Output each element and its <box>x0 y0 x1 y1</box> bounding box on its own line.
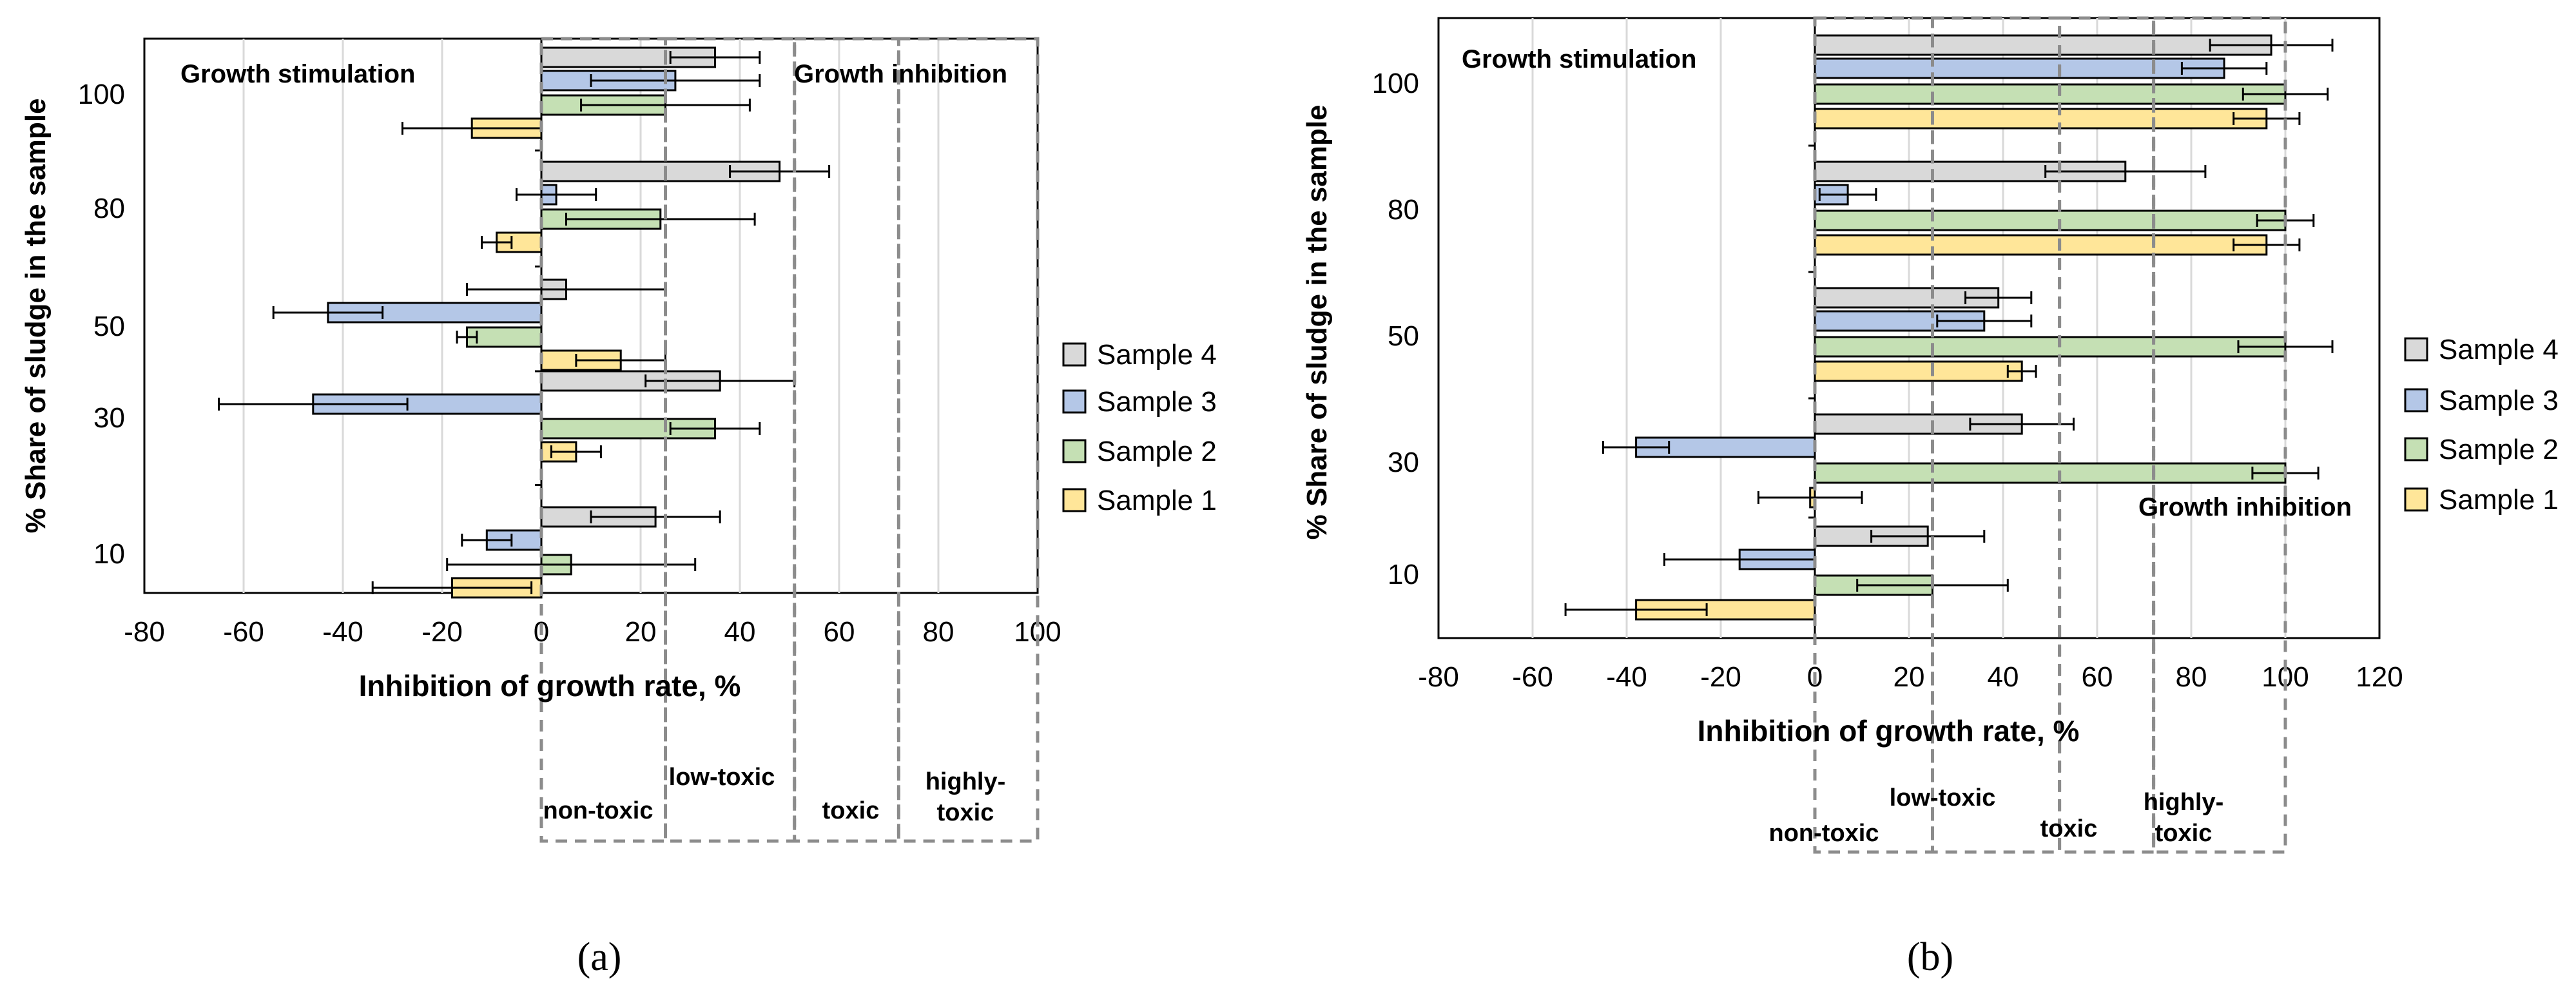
x-tick-label: 60 <box>2082 661 2113 693</box>
y-tick-label: 80 <box>1388 194 1419 226</box>
legend-label: Sample 1 <box>2439 484 2559 516</box>
zone-label: toxic <box>2155 820 2213 847</box>
x-tick-label: -40 <box>322 616 363 648</box>
bar <box>1814 360 2023 382</box>
bar <box>1814 336 2287 358</box>
zone-label: highly- <box>925 768 1006 795</box>
x-tick-label: 80 <box>2176 661 2207 693</box>
legend-swatch <box>2404 437 2428 461</box>
legend-label: Sample 3 <box>1097 386 1217 418</box>
toxicity-zone <box>896 37 1040 843</box>
y-tick-label: 50 <box>1388 320 1419 352</box>
zone-label: highly- <box>2144 789 2224 816</box>
legend-swatch <box>1062 439 1087 463</box>
growth-stimulation-label: Growth stimulation <box>180 60 415 88</box>
bar <box>1814 34 2272 56</box>
bar <box>1814 462 2287 484</box>
legend-swatch <box>1062 342 1087 367</box>
legend-label: Sample 4 <box>1097 339 1217 371</box>
legend-swatch <box>1062 389 1087 414</box>
x-tick-label: 40 <box>724 616 756 648</box>
legend-label: Sample 1 <box>1097 485 1217 516</box>
x-tick-label: -40 <box>1606 661 1647 693</box>
legend-swatch <box>2404 337 2428 362</box>
y-tick-label: 10 <box>1388 559 1419 590</box>
x-tick-label: -60 <box>223 616 264 648</box>
y-tick-label: 100 <box>78 79 125 110</box>
bar <box>1814 108 2268 130</box>
x-tick-label: 40 <box>1988 661 2019 693</box>
zone-label: non-toxic <box>543 797 654 824</box>
toxicity-zone <box>539 37 667 843</box>
x-tick-label: 60 <box>824 616 855 648</box>
toxicity-zone <box>793 37 900 843</box>
x-axis-title: Inhibition of growth rate, % <box>1698 714 2080 748</box>
y-tick-label: 50 <box>93 311 125 342</box>
bar <box>1814 57 2225 79</box>
x-tick-label: 80 <box>923 616 954 648</box>
bar <box>1814 209 2287 231</box>
x-tick-label: -80 <box>124 616 165 648</box>
y-tick-label: 10 <box>93 538 125 570</box>
bar <box>466 326 543 348</box>
chart-panel-b: -80 -60 -40 -20 0 20 40 60 80 100 12010305080100no… <box>1301 16 2559 979</box>
legend-swatch <box>2404 487 2428 512</box>
zone-label: non-toxic <box>1769 820 1879 847</box>
y-axis-title: % Share of sludge in the sample <box>20 99 52 534</box>
zone-label: toxic <box>822 797 880 824</box>
zone-label: low-toxic <box>1890 784 1996 811</box>
x-tick-label: -80 <box>1418 661 1459 693</box>
legend-label: Sample 4 <box>2439 334 2559 365</box>
x-tick-label: 120 <box>2356 661 2403 693</box>
legend-label: Sample 2 <box>1097 436 1217 467</box>
zone-label: toxic <box>937 799 994 826</box>
chart-panel-a: -80 -60 -40 -20 0 20 40 60 80 10010305080100non-t… <box>20 37 1217 979</box>
x-tick-label: 20 <box>625 616 657 648</box>
legend-swatch <box>2404 388 2428 412</box>
legend-swatch <box>1062 488 1087 512</box>
growth-inhibition-label: Growth inhibition <box>2138 493 2352 521</box>
y-axis-title: % Share of sludge in the sample <box>1301 105 1333 540</box>
panel-label: (a) <box>577 935 622 979</box>
toxicity-zone <box>1813 16 1934 854</box>
x-tick-label: -60 <box>1512 661 1553 693</box>
growth-stimulation-label: Growth stimulation <box>1462 45 1696 73</box>
x-axis-title: Inhibition of growth rate, % <box>359 669 741 703</box>
legend-label: Sample 2 <box>2439 434 2559 465</box>
bar <box>1814 413 2023 435</box>
y-tick-label: 100 <box>1372 68 1419 99</box>
y-tick-label: 30 <box>93 402 125 434</box>
toxicity-zone <box>664 37 797 843</box>
bar <box>1814 83 2287 105</box>
panel-label: (b) <box>1907 935 1953 979</box>
y-tick-label: 80 <box>93 193 125 224</box>
zone-label: low-toxic <box>669 764 775 791</box>
legend-label: Sample 3 <box>2439 385 2559 416</box>
growth-inhibition-label: Growth inhibition <box>794 60 1007 88</box>
x-tick-label: -20 <box>1700 661 1741 693</box>
toxicity-zone <box>2152 16 2287 854</box>
y-tick-label: 30 <box>1388 447 1419 478</box>
bar <box>1814 234 2268 256</box>
x-tick-label: 20 <box>1893 661 1925 693</box>
zone-label: toxic <box>2040 815 2098 842</box>
x-tick-label: -20 <box>421 616 463 648</box>
